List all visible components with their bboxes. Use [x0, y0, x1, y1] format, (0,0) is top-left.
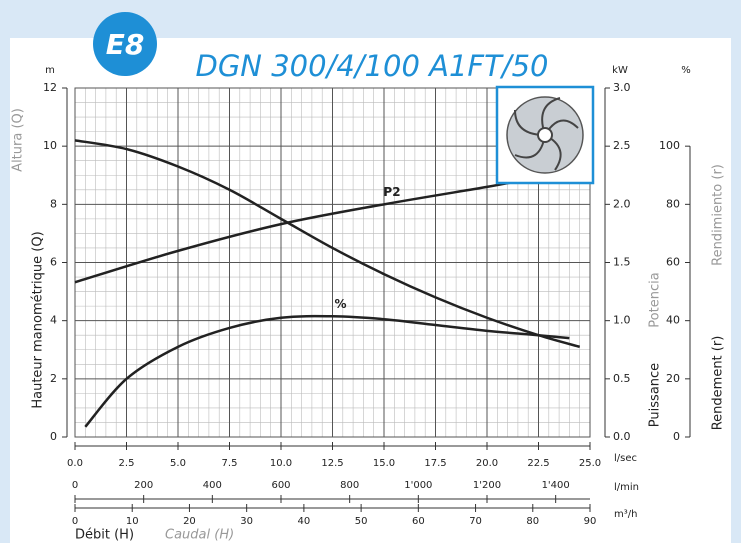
- y-axis-label-alt: Potencia: [648, 272, 663, 327]
- x-tick-label: 12.5: [321, 458, 343, 469]
- x-axis-unit: m³/h: [614, 509, 637, 520]
- x-tick-label: 10: [126, 516, 139, 527]
- x-tick-label: 0: [72, 516, 78, 527]
- badge-text: E8: [106, 28, 145, 61]
- y-tick-label: 2.0: [613, 197, 631, 210]
- x-axis-unit: l/sec: [614, 453, 637, 464]
- y-tick-label: 0.5: [613, 372, 631, 385]
- y-tick-label: 0: [673, 430, 680, 443]
- y-axis-label-alt: Rendimiento (r): [711, 164, 726, 266]
- x-tick-label: 0.0: [67, 458, 83, 469]
- series-line: [74, 139, 581, 349]
- x-tick-label: 400: [203, 480, 222, 491]
- x-tick-label: 20.0: [476, 458, 498, 469]
- y-tick-label: 60: [666, 256, 680, 269]
- y-axis-label: Rendement (r): [711, 336, 726, 431]
- y-axis-unit: %: [681, 65, 691, 76]
- x-tick-label: 1'200: [473, 480, 501, 491]
- y-tick-label: 2: [50, 372, 57, 385]
- y-axis-label: Hauteur manométrique (Q): [31, 231, 46, 408]
- y-tick-label: 1.5: [613, 256, 631, 269]
- y-tick-label: 8: [50, 197, 57, 210]
- x-tick-label: 80: [526, 516, 539, 527]
- y-tick-label: 3.0: [613, 81, 631, 94]
- y-tick-label: 6: [50, 256, 57, 269]
- x-tick-label: 1'400: [542, 480, 570, 491]
- x-tick-label: 70: [469, 516, 482, 527]
- x-tick-label: 600: [271, 480, 290, 491]
- y-axis-label-alt: Altura (Q): [11, 108, 26, 172]
- x-tick-label: 40: [298, 516, 311, 527]
- y-axis-label: Puissance: [648, 363, 663, 427]
- x-tick-label: 30: [240, 516, 253, 527]
- y-tick-label: 0: [50, 430, 57, 443]
- x-tick-label: 22.5: [527, 458, 549, 469]
- x-tick-label: 10.0: [270, 458, 292, 469]
- series-line: [74, 179, 519, 284]
- y-tick-label: 100: [659, 139, 680, 152]
- y-tick-label: 4: [50, 314, 57, 327]
- x-tick-label: 20: [183, 516, 196, 527]
- x-tick-label: 7.5: [222, 458, 238, 469]
- x-tick-label: 200: [134, 480, 153, 491]
- y-tick-label: 20: [666, 372, 680, 385]
- x-axis-label-alt: Caudal (H): [165, 528, 234, 543]
- x-tick-label: 800: [340, 480, 359, 491]
- y-tick-label: 10: [43, 139, 57, 152]
- x-tick-label: 1'000: [404, 480, 432, 491]
- x-tick-label: 15.0: [373, 458, 395, 469]
- y-tick-label: 0.0: [613, 430, 631, 443]
- y-tick-label: 80: [666, 197, 680, 210]
- impeller-icon: [495, 85, 595, 185]
- series-line: [84, 314, 570, 428]
- x-axis-label: Débit (H): [75, 528, 134, 543]
- x-tick-label: 2.5: [119, 458, 135, 469]
- x-tick-label: 17.5: [424, 458, 446, 469]
- y-tick-label: 1.0: [613, 314, 631, 327]
- y-tick-label: 12: [43, 81, 57, 94]
- y-tick-label: 2.5: [613, 139, 631, 152]
- x-tick-label: 90: [584, 516, 597, 527]
- x-tick-label: 50: [355, 516, 368, 527]
- series-label: P2: [383, 185, 400, 199]
- x-tick-label: 0: [72, 480, 78, 491]
- y-axis-unit: m: [45, 65, 55, 76]
- y-axis-unit: kW: [612, 65, 628, 76]
- chart-title: DGN 300/4/100 A1FT/50: [196, 49, 549, 83]
- x-tick-label: 25.0: [579, 458, 601, 469]
- series-label: %: [334, 297, 346, 311]
- y-tick-label: 40: [666, 314, 680, 327]
- badge: [93, 12, 157, 76]
- x-axis-unit: l/min: [614, 482, 639, 493]
- x-tick-label: 60: [412, 516, 425, 527]
- x-tick-label: 5.0: [170, 458, 186, 469]
